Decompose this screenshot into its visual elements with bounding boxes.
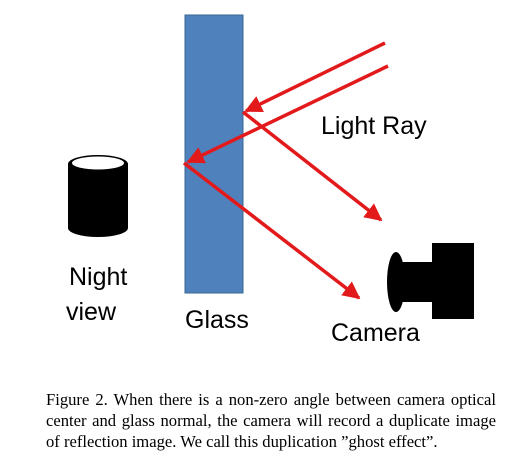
- glass-label: Glass: [185, 306, 249, 334]
- night-view-label-line1: Night: [69, 263, 127, 291]
- light-rays: [182, 41, 389, 300]
- night-view-label-line2: view: [66, 298, 117, 326]
- incoming-ray-upper: [244, 41, 386, 113]
- figure-caption: Figure 2. When there is a non-zero angle…: [46, 390, 496, 451]
- camera-label: Camera: [331, 319, 420, 347]
- cylinder-icon: [68, 155, 128, 237]
- ghost-effect-diagram: Night view Glass Light Ray Camera: [66, 14, 474, 347]
- light-ray-label: Light Ray: [321, 112, 427, 140]
- incoming-ray-lower: [186, 64, 389, 164]
- camera-icon: [387, 243, 474, 319]
- glass-pane: [184, 14, 244, 294]
- reflected-ray-lower: [182, 161, 361, 300]
- reflected-ray-upper: [241, 110, 383, 222]
